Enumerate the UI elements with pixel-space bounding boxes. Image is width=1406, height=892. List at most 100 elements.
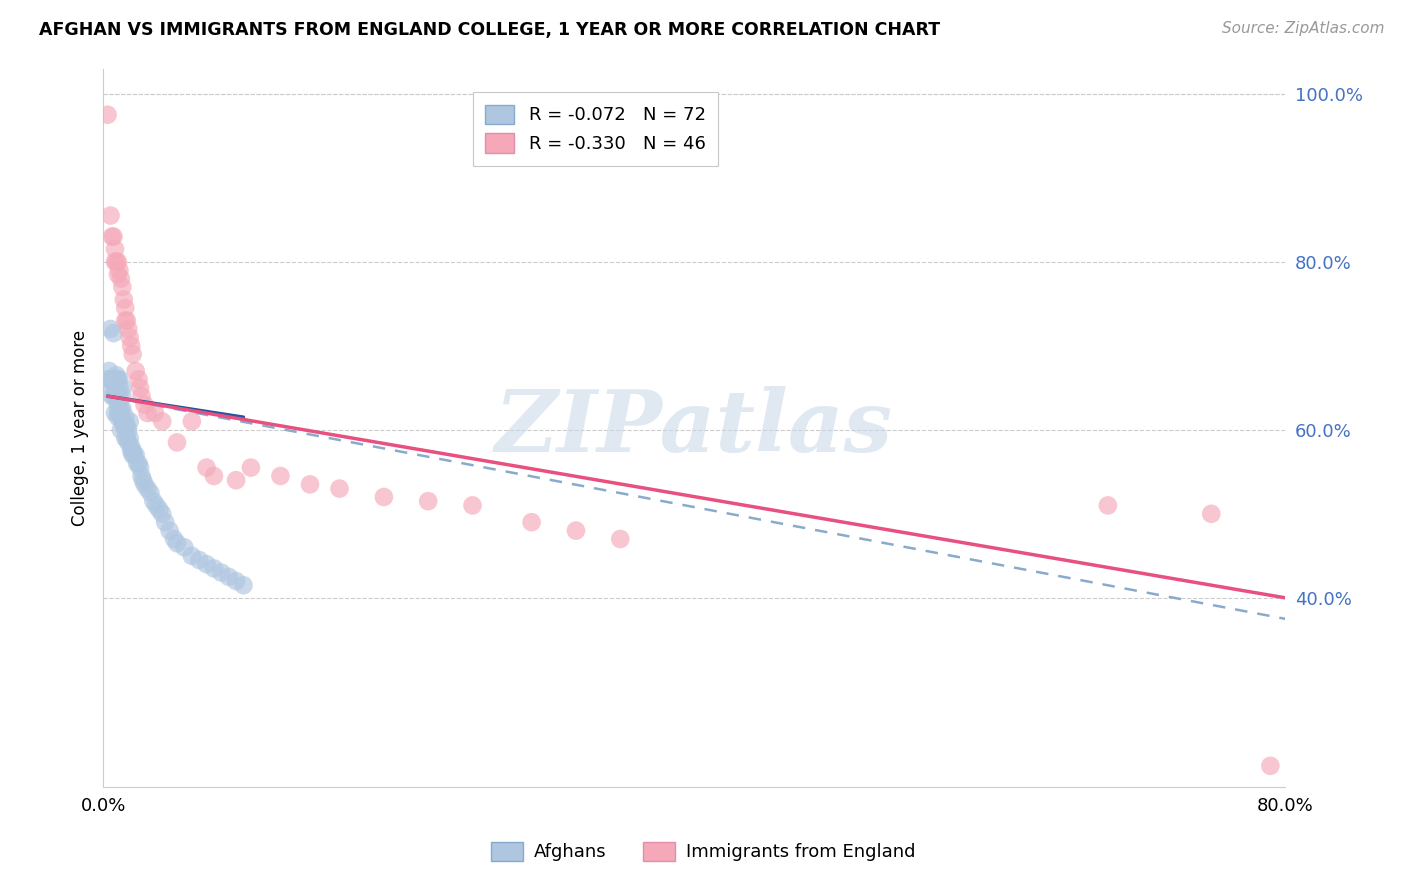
Point [108, 372, 131, 386]
Point [100, 372, 122, 386]
Point [115, 418, 138, 433]
Point [118, 330, 141, 344]
Point [136, 406, 159, 420]
Point [124, 448, 146, 462]
Point [98, 364, 121, 378]
Point [129, 460, 152, 475]
Point [101, 229, 124, 244]
Point [120, 339, 142, 353]
Point [114, 410, 136, 425]
Point [114, 431, 136, 445]
Point [153, 515, 176, 529]
Point [1201, 507, 1223, 521]
Point [108, 389, 131, 403]
Point [101, 381, 124, 395]
Point [100, 322, 122, 336]
Point [108, 263, 131, 277]
Point [111, 381, 134, 395]
Point [166, 536, 188, 550]
Point [120, 443, 142, 458]
Point [180, 549, 202, 563]
Point [202, 561, 225, 575]
Point [188, 553, 211, 567]
Point [128, 372, 150, 386]
Point [239, 460, 262, 475]
Point [159, 524, 181, 538]
Point [117, 423, 139, 437]
Point [166, 435, 188, 450]
Point [101, 372, 124, 386]
Point [131, 389, 153, 403]
Point [117, 322, 139, 336]
Point [520, 515, 543, 529]
Point [1097, 499, 1119, 513]
Point [328, 482, 350, 496]
Point [107, 254, 129, 268]
Point [1260, 759, 1282, 773]
Text: AFGHAN VS IMMIGRANTS FROM ENGLAND COLLEGE, 1 YEAR OR MORE CORRELATION CHART: AFGHAN VS IMMIGRANTS FROM ENGLAND COLLEG… [39, 21, 941, 38]
Point [110, 423, 132, 437]
Point [132, 473, 155, 487]
Point [418, 494, 440, 508]
Point [121, 443, 143, 458]
Point [195, 558, 218, 572]
Point [112, 418, 135, 433]
Point [100, 209, 122, 223]
Point [104, 406, 127, 420]
Point [180, 414, 202, 428]
Point [127, 456, 149, 470]
Point [128, 456, 150, 470]
Point [565, 524, 588, 538]
Point [112, 293, 135, 307]
Point [107, 268, 129, 282]
Point [105, 372, 128, 386]
Point [122, 448, 145, 462]
Point [107, 406, 129, 420]
Point [173, 541, 195, 555]
Point [148, 502, 170, 516]
Legend: R = -0.072   N = 72, R = -0.330   N = 46: R = -0.072 N = 72, R = -0.330 N = 46 [472, 92, 718, 166]
Point [114, 313, 136, 327]
Point [114, 301, 136, 315]
Point [225, 574, 247, 588]
Point [145, 499, 167, 513]
Point [218, 570, 240, 584]
Point [115, 313, 138, 327]
Point [150, 414, 173, 428]
Point [103, 229, 125, 244]
Point [461, 499, 484, 513]
Point [373, 490, 395, 504]
Point [114, 423, 136, 437]
Point [129, 381, 152, 395]
Point [131, 469, 153, 483]
Point [118, 431, 141, 445]
Point [111, 401, 134, 416]
Point [104, 389, 127, 403]
Point [111, 389, 134, 403]
Point [110, 410, 132, 425]
Point [134, 477, 156, 491]
Point [117, 435, 139, 450]
Text: ZIPatlas: ZIPatlas [495, 386, 893, 469]
Point [134, 398, 156, 412]
Point [108, 381, 131, 395]
Point [139, 485, 162, 500]
Text: Source: ZipAtlas.com: Source: ZipAtlas.com [1222, 21, 1385, 36]
Point [121, 448, 143, 462]
Point [225, 473, 247, 487]
Point [108, 401, 131, 416]
Point [609, 532, 631, 546]
Point [150, 507, 173, 521]
Point [143, 406, 166, 420]
Point [97, 372, 120, 386]
Point [107, 372, 129, 386]
Point [110, 401, 132, 416]
Point [136, 482, 159, 496]
Point [112, 414, 135, 428]
Point [105, 254, 128, 268]
Point [103, 326, 125, 341]
Point [269, 469, 291, 483]
Legend: Afghans, Immigrants from England: Afghans, Immigrants from England [484, 834, 922, 869]
Point [97, 108, 120, 122]
Point [111, 414, 134, 428]
